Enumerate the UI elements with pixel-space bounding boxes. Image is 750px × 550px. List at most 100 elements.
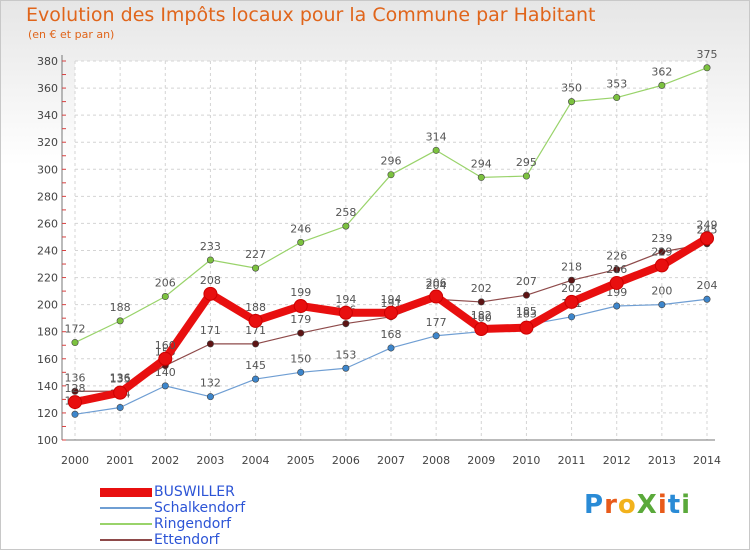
y-tick-label: 100 [37,434,58,447]
buswiller-point [519,320,534,335]
legend-swatch-buswiller [100,488,152,497]
y-tick-label: 380 [37,55,58,68]
buswiller-point [248,313,263,328]
ringendorf-point [206,256,214,264]
schalkendorf-point [116,404,124,412]
ringendorf-point [297,238,305,246]
buswiller-data-label: 229 [651,245,672,258]
schalkendorf-point [252,375,260,383]
x-tick-label: 2013 [648,454,676,467]
ringendorf-point [342,222,350,230]
buswiller-data-label: 182 [471,309,492,322]
x-tick-label: 2008 [422,454,450,467]
schalkendorf-point [71,410,79,418]
ringendorf-data-label: 295 [516,156,537,169]
ettendorf-point [613,265,621,273]
buswiller-point [700,231,714,246]
ringendorf-point [477,173,485,181]
legend-label-ettendorf: Ettendorf [154,532,220,548]
buswiller-data-label: 194 [381,293,402,306]
y-tick-label: 260 [37,217,58,230]
schalkendorf-point [703,295,711,303]
ettendorf-point [206,340,214,348]
x-tick-label: 2009 [467,454,495,467]
y-tick-label: 180 [37,326,58,339]
ettendorf-point [71,387,79,395]
ettendorf-data-label: 218 [561,260,582,273]
ringendorf-data-label: 233 [200,240,221,253]
chart-subtitle: (en € et par an) [28,28,115,41]
schalkendorf-data-label: 168 [381,328,402,341]
ettendorf-point [297,329,305,337]
ettendorf-point [252,340,260,348]
schalkendorf-data-label: 200 [651,285,672,298]
plot-area [75,61,707,440]
y-tick-label: 360 [37,82,58,95]
ringendorf-data-label: 172 [65,323,86,336]
proxiti-logo: ProXiti [584,490,691,520]
x-tick-label: 2011 [558,454,586,467]
schalkendorf-point [568,313,576,321]
legend-swatch-schalkendorf [100,507,152,509]
buswiller-data-label: 249 [697,218,718,231]
buswiller-point [338,305,353,320]
schalkendorf-data-label: 150 [290,352,311,365]
schalkendorf-data-label: 153 [335,348,356,361]
ringendorf-point [522,172,530,180]
buswiller-point [429,289,444,304]
ringendorf-data-label: 353 [606,78,627,91]
buswiller-data-label: 216 [606,263,627,276]
ringendorf-point [432,146,440,154]
buswiller-data-label: 183 [516,308,537,321]
buswiller-point [654,258,669,273]
x-tick-label: 2006 [332,454,360,467]
ettendorf-data-label: 207 [516,275,537,288]
ettendorf-data-label: 202 [471,282,492,295]
y-tick-label: 200 [37,299,58,312]
ringendorf-point [71,339,79,347]
buswiller-point [564,294,579,309]
ringendorf-point [568,98,576,106]
legend-item-ringendorf: Ringendorf [100,516,320,532]
schalkendorf-point [387,344,395,352]
schalkendorf-point [613,302,621,310]
x-tick-label: 2002 [151,454,179,467]
ringendorf-point [387,171,395,179]
ringendorf-data-label: 246 [290,222,311,235]
y-tick-label: 220 [37,272,58,285]
x-tick-label: 2000 [61,454,89,467]
chart-title: Evolution des Impôts locaux pour la Comm… [26,4,596,26]
schalkendorf-data-label: 145 [245,359,266,372]
buswiller-point [158,351,173,366]
ettendorf-data-label: 204 [426,279,447,292]
legend-swatch-ringendorf [100,523,152,525]
schalkendorf-data-label: 204 [697,279,718,292]
ettendorf-data-label: 226 [606,249,627,262]
ettendorf-point [477,298,485,306]
schalkendorf-point [432,332,440,340]
ettendorf-data-label: 191 [381,297,402,310]
schalkendorf-point [658,301,666,309]
y-tick-label: 140 [37,380,58,393]
ettendorf-data-label: 179 [290,313,311,326]
ringendorf-point [613,94,621,102]
ringendorf-point [161,293,169,301]
x-tick-label: 2014 [693,454,721,467]
ringendorf-data-label: 375 [697,48,718,61]
legend-item-buswiller: BUSWILLER [100,484,320,500]
logo-letter: t [667,490,682,520]
ringendorf-point [116,317,124,325]
schalkendorf-data-label: 132 [200,377,221,390]
y-tick-label: 300 [37,163,58,176]
ringendorf-point [658,81,666,89]
buswiller-point [113,385,128,400]
logo-letter: i [681,490,692,520]
buswiller-point [293,298,308,313]
ettendorf-point [342,320,350,328]
y-tick-label: 120 [37,407,58,420]
buswiller-data-label: 188 [245,301,266,314]
ringendorf-data-label: 296 [381,155,402,168]
legend-item-ettendorf: Ettendorf [100,532,320,548]
ringendorf-data-label: 258 [335,206,356,219]
